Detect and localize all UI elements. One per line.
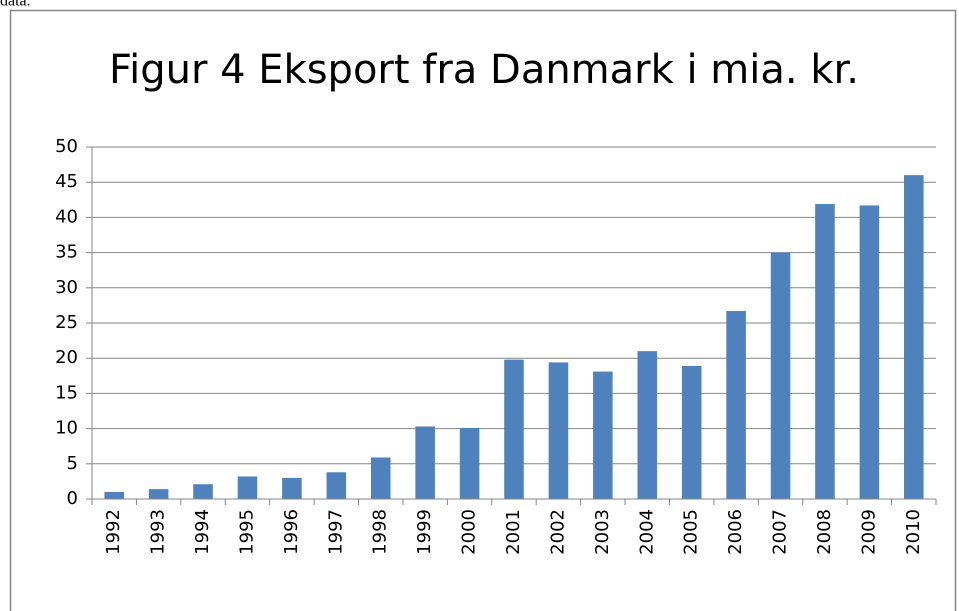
- bar: [148, 489, 169, 499]
- y-tick-label: 50: [55, 136, 78, 157]
- bar: [593, 371, 613, 499]
- chart-title: Figur 4 Eksport fra Danmark i mia. kr.: [109, 47, 859, 93]
- chart-frame: [9, 9, 957, 611]
- bar: [637, 351, 658, 499]
- header-fragment: data.: [0, 0, 31, 10]
- x-tick-label: 2002: [547, 509, 568, 555]
- x-tick-label: 1995: [236, 509, 257, 555]
- y-tick-label: 40: [55, 206, 78, 227]
- y-tick-label: 45: [55, 171, 78, 192]
- bar: [459, 427, 480, 499]
- bar: [770, 252, 791, 499]
- bar: [415, 426, 435, 499]
- bar: [370, 457, 391, 499]
- x-tick-label: 2005: [681, 509, 702, 555]
- bar: [504, 359, 524, 499]
- x-tick-label: 1997: [325, 509, 346, 555]
- y-tick-label: 5: [67, 453, 78, 474]
- bar: [193, 484, 213, 499]
- bar: [237, 476, 258, 499]
- y-tick-label: 35: [55, 242, 78, 263]
- bar: [548, 362, 569, 499]
- x-tick-label: 2010: [903, 509, 924, 555]
- bar: [326, 472, 347, 499]
- y-tick-label: 25: [55, 312, 78, 333]
- x-tick-label: 2003: [592, 509, 613, 555]
- x-tick-label: 1998: [370, 509, 391, 555]
- y-tick-label: 0: [67, 488, 78, 509]
- bar: [859, 205, 880, 499]
- x-tick-label: 2009: [858, 509, 879, 555]
- bar: [815, 204, 835, 500]
- y-tick-label: 10: [55, 418, 78, 439]
- x-tick-label: 2008: [814, 509, 835, 555]
- x-tick-label: 2000: [459, 509, 480, 555]
- x-tick-label: 1993: [148, 509, 169, 555]
- x-tick-label: 1996: [281, 509, 302, 555]
- x-tick-label: 2004: [636, 509, 657, 555]
- bar: [904, 175, 924, 499]
- x-tick-label: 2007: [770, 509, 791, 555]
- x-tick-label: 2006: [725, 509, 746, 555]
- y-tick-label: 30: [55, 277, 78, 298]
- y-tick-label: 20: [55, 347, 78, 368]
- bar: [282, 477, 302, 499]
- bar: [104, 491, 124, 499]
- x-tick-label: 1992: [103, 509, 124, 555]
- x-tick-label: 1999: [414, 509, 435, 555]
- x-tick-label: 1994: [192, 509, 213, 555]
- bar: [726, 311, 746, 499]
- y-tick-label: 15: [55, 382, 78, 403]
- x-tick-label: 2001: [503, 509, 524, 555]
- bar: [681, 365, 702, 499]
